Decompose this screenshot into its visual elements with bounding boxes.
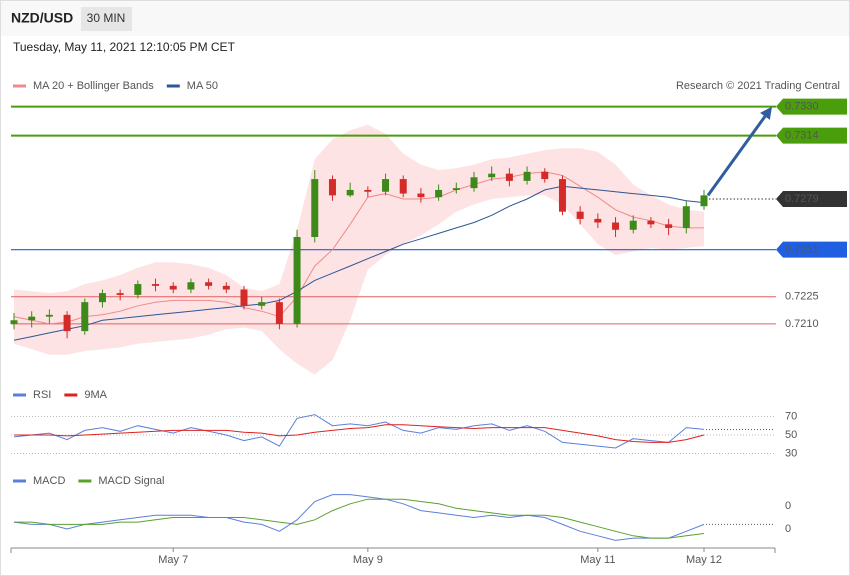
candle-body: [470, 177, 478, 189]
candle-body: [222, 285, 230, 290]
y-tick-label: 0: [785, 500, 791, 512]
candle-body: [98, 293, 106, 303]
candle-body: [682, 206, 690, 228]
candle-body: [169, 285, 177, 290]
candle-body: [275, 302, 283, 324]
legend-swatch: [64, 393, 78, 397]
candle-body: [647, 220, 655, 225]
legend-label: MACD Signal: [98, 475, 164, 487]
indicator-line: [14, 498, 705, 539]
level-label-box: [776, 127, 847, 144]
candle-body: [382, 179, 390, 192]
legend-label: MA 50: [187, 80, 218, 92]
level-label-box: [776, 98, 847, 115]
candle-body: [346, 189, 354, 196]
y-tick-label: 70: [785, 410, 797, 422]
candle-body: [523, 171, 531, 181]
legend-label: MA 20 + Bollinger Bands: [33, 80, 154, 92]
candle-body: [488, 173, 496, 178]
candle-body: [63, 314, 71, 332]
candle-body: [558, 179, 566, 212]
candle-body: [399, 179, 407, 194]
y-tick-label: 50: [785, 429, 797, 441]
candle-body: [541, 171, 549, 180]
timestamp: Tuesday, May 11, 2021 12:10:05 PM CET: [13, 40, 236, 54]
indicator-line: [13, 494, 705, 541]
legend-label: MACD: [33, 475, 65, 487]
forecast-arrowhead: [760, 106, 772, 120]
level-label: 0.7314: [785, 130, 819, 142]
indicator-line: [13, 414, 705, 449]
y-tick-label: 30: [785, 447, 797, 459]
symbol: NZD/USD: [11, 10, 73, 26]
candle-body: [116, 293, 124, 295]
candle-body: [435, 189, 443, 198]
level-label-box: [776, 190, 847, 207]
candle-body: [629, 220, 637, 230]
candle-body: [594, 218, 602, 223]
timeframe-box: [81, 7, 132, 31]
x-tick-label: May 12: [686, 554, 722, 566]
legend-swatch: [13, 84, 26, 88]
candle-body: [311, 179, 319, 237]
y-tick-label: 0: [785, 523, 791, 535]
candle-body: [612, 222, 620, 230]
indicator-line: [14, 424, 705, 443]
level-label: 0.7279: [785, 193, 819, 205]
legend-swatch: [13, 479, 26, 483]
level-label: 0.7330: [785, 101, 819, 113]
candle-body: [240, 289, 248, 306]
candle-body: [417, 193, 425, 198]
candle-body: [205, 282, 213, 286]
level-label: 0.7210: [785, 318, 819, 330]
candle-body: [152, 284, 160, 286]
candle-body: [187, 282, 195, 290]
candle-body: [45, 314, 53, 317]
timeframe: 30 MIN: [87, 11, 126, 25]
legend-swatch: [13, 393, 26, 397]
level-label: 0.7225: [785, 291, 819, 303]
legend-swatch: [78, 479, 92, 483]
candle-body: [665, 224, 673, 228]
legend-swatch: [166, 84, 180, 88]
moving-average: [13, 171, 704, 325]
candle-body: [293, 237, 301, 324]
x-tick-label: May 9: [353, 554, 383, 566]
moving-average: [13, 185, 705, 341]
candle-body: [452, 188, 460, 190]
candle-body: [10, 320, 18, 324]
candle-body: [134, 284, 142, 295]
copyright: Research © 2021 Trading Central: [676, 80, 840, 92]
candle-body: [258, 302, 266, 306]
legend-label: 9MA: [84, 389, 107, 401]
level-label: 0.7251: [785, 244, 819, 256]
candle-body: [505, 173, 513, 181]
forecast-arrow: [706, 115, 767, 197]
candle-body: [28, 316, 36, 321]
header-bar: [1, 1, 849, 36]
candle-body: [328, 179, 336, 196]
candle-body: [576, 211, 584, 219]
candle-body: [364, 189, 372, 192]
candle-body: [81, 302, 89, 332]
candle-body: [700, 195, 708, 207]
legend-label: RSI: [33, 389, 51, 401]
x-tick-label: May 7: [158, 554, 188, 566]
x-tick-label: May 11: [580, 554, 615, 566]
level-label-box: [776, 241, 847, 258]
